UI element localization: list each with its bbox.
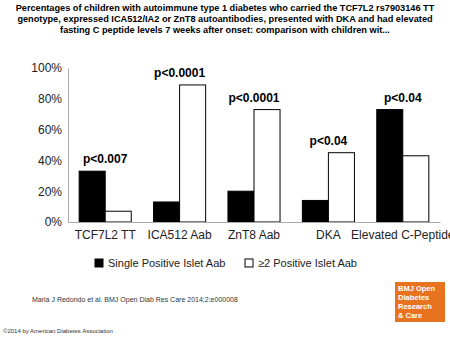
- x-tick-label: DKA: [316, 228, 341, 242]
- title: Percentages of children with autoimmune …: [16, 3, 435, 35]
- y-axis: 0% 20% 40% 60% 80% 100%: [31, 61, 68, 229]
- logo: BMJ OpenDiabetesResearch& Care: [395, 282, 445, 322]
- x-tick-label: ZnT8 Aab: [228, 228, 280, 242]
- chart: Percentages of children with autoimmune …: [0, 0, 450, 338]
- annotation: p<0.0001: [228, 91, 279, 105]
- logo-text: Diabetes: [398, 293, 429, 302]
- logo-text: Research: [398, 302, 432, 311]
- bars: [79, 85, 429, 222]
- annotation: p<0.04: [310, 134, 348, 148]
- legend-label: Single Positive Islet Aab: [108, 257, 225, 269]
- source: Maria J Redondo et al. BMJ Open Diab Res…: [32, 296, 238, 304]
- y-tick-label: 40%: [38, 154, 62, 168]
- x-tick: DKA: [316, 222, 341, 242]
- x-tick-label: ICA512 Aab: [148, 228, 212, 242]
- x-tick: ZnT8 Aab: [228, 222, 280, 242]
- legend-label: ≥2 Positive Islet Aab: [258, 257, 357, 269]
- logo-box: [395, 282, 445, 322]
- annotation: p<0.007: [83, 152, 128, 166]
- y-axis-line: [68, 69, 69, 223]
- y-tick: 0%: [45, 215, 68, 229]
- y-tick: 20%: [38, 185, 68, 199]
- legend-swatch: [245, 259, 253, 267]
- y-tick-label: 20%: [38, 185, 62, 199]
- x-axis-line: [69, 222, 441, 223]
- y-tick: 60%: [38, 123, 68, 137]
- annotations: p<0.007 p<0.0001 p<0.0001 p<0.04 p<0.04: [83, 66, 422, 166]
- bar: [154, 202, 180, 222]
- x-tick-label: Elevated C-Peptide: [351, 228, 450, 242]
- copyright: ©2014 by American Diabetes Association: [3, 328, 113, 334]
- y-tick-label: 80%: [38, 92, 62, 106]
- y-tick-label: 60%: [38, 123, 62, 137]
- bar: [180, 85, 206, 222]
- logo-text: & Care: [398, 311, 422, 320]
- y-tick-label: 0%: [45, 215, 63, 229]
- bar: [228, 191, 254, 222]
- bar: [254, 110, 280, 222]
- x-tick-label: TCF7L2 TT: [75, 228, 137, 242]
- annotation: p<0.04: [384, 91, 422, 105]
- y-tick: 40%: [38, 154, 68, 168]
- x-tick: Elevated C-Peptide: [351, 222, 450, 242]
- y-tick-label: 100%: [31, 61, 62, 75]
- x-tick: TCF7L2 TT: [75, 222, 137, 242]
- bar: [79, 171, 105, 222]
- legend: Single Positive Islet Aab ≥2 Positive Isl…: [95, 257, 357, 269]
- y-tick: 80%: [38, 92, 68, 106]
- x-tick: ICA512 Aab: [148, 222, 212, 242]
- bar: [328, 153, 354, 222]
- bar: [403, 156, 429, 222]
- bar: [302, 200, 328, 222]
- bar: [105, 211, 131, 222]
- legend-swatch: [95, 259, 103, 267]
- y-tick: 100%: [31, 61, 68, 75]
- logo-text: BMJ Open: [398, 284, 436, 293]
- x-axis: TCF7L2 TT ICA512 Aab ZnT8 Aab DKA Elevated C…: [69, 222, 450, 242]
- annotation: p<0.0001: [154, 66, 205, 80]
- bar: [377, 110, 403, 222]
